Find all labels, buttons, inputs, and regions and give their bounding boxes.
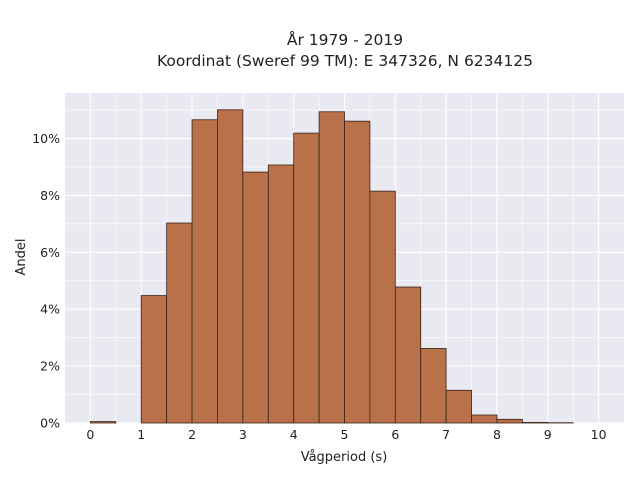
y-tick-label: 6% bbox=[40, 245, 60, 260]
histogram-bar bbox=[267, 164, 295, 424]
histogram-bar bbox=[318, 111, 345, 424]
histogram-bar bbox=[521, 422, 549, 424]
histogram-bar bbox=[394, 286, 422, 424]
histogram-bar bbox=[445, 389, 472, 424]
x-axis-label: Vågperiod (s) bbox=[301, 450, 388, 465]
x-tick-label: 5 bbox=[341, 427, 349, 442]
x-tick-label: 4 bbox=[290, 427, 298, 442]
histogram-bar bbox=[471, 414, 498, 424]
histogram-bar bbox=[420, 348, 447, 424]
x-tick-label: 8 bbox=[493, 427, 501, 442]
histogram-bar bbox=[90, 421, 117, 424]
x-tick-label: 3 bbox=[239, 427, 247, 442]
x-tick-label: 0 bbox=[86, 427, 94, 442]
histogram-bar bbox=[293, 132, 320, 424]
histogram-bar bbox=[344, 120, 371, 424]
y-tick-label: 8% bbox=[40, 188, 60, 203]
chart-title-line2: Koordinat (Sweref 99 TM): E 347326, N 62… bbox=[157, 52, 533, 70]
histogram-bar bbox=[217, 109, 244, 424]
y-tick-labels: 0% 2% 4% 6% 8% 10% bbox=[32, 131, 60, 430]
histogram-bar bbox=[140, 295, 168, 424]
x-tick-label: 10 bbox=[591, 427, 607, 442]
bars bbox=[90, 109, 574, 424]
x-tick-label: 2 bbox=[188, 427, 196, 442]
x-tick-label: 7 bbox=[442, 427, 450, 442]
x-tick-label: 1 bbox=[137, 427, 145, 442]
y-tick-label: 0% bbox=[40, 416, 60, 431]
x-tick-label: 9 bbox=[544, 427, 552, 442]
histogram-bar bbox=[496, 418, 523, 424]
y-tick-label: 4% bbox=[40, 302, 60, 317]
y-axis-label: Andel bbox=[14, 239, 29, 276]
chart-title-line1: År 1979 - 2019 bbox=[287, 30, 403, 49]
histogram-bar bbox=[191, 119, 218, 424]
histogram-bar bbox=[166, 222, 193, 424]
x-tick-label: 6 bbox=[391, 427, 399, 442]
histogram-bar bbox=[369, 190, 396, 424]
y-tick-label: 10% bbox=[32, 131, 60, 146]
histogram-bar bbox=[242, 171, 269, 424]
y-tick-label: 2% bbox=[40, 359, 60, 374]
x-tick-labels: 0 1 2 3 4 5 6 7 8 9 10 bbox=[86, 427, 606, 442]
